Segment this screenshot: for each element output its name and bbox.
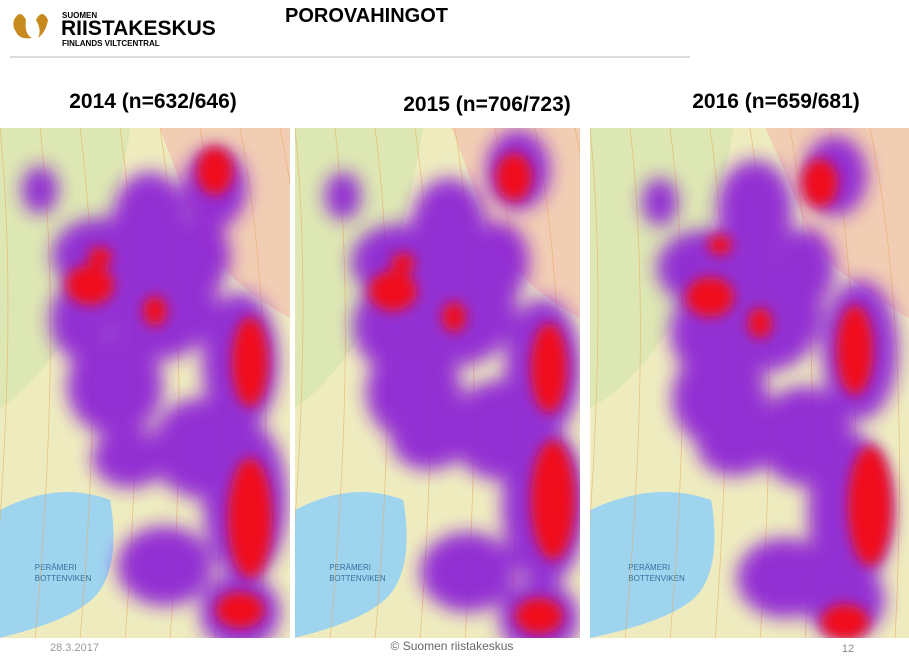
logo-sub: FINLANDS VILTCENTRAL [62,39,160,48]
heat-core [802,159,838,207]
heat-core [228,458,272,578]
road [295,128,304,526]
map: PERÄMERI BOTTENVIKEN [0,128,290,640]
footer-date: 28.3.2017 [50,642,99,654]
heat-blob [117,526,213,606]
sea-label: BOTTENVIKEN [329,574,386,583]
heat-blob [67,336,163,436]
heat-core [531,440,575,560]
slide-title: POROVAHINGOT [285,5,448,27]
heat-core [66,265,114,305]
road [590,128,599,526]
heat-core [748,308,772,338]
sea [295,492,407,638]
heat-red [66,147,272,628]
sea-label: PERÄMERI [329,563,371,572]
map-panel: PERÄMERI BOTTENVIKEN 2015 (n=706/723) [295,93,580,640]
sea-label: BOTTENVIKEN [35,574,92,583]
panel-title: 2014 (n=632/646) [69,90,237,113]
logo-mark [13,14,49,39]
heat-blob [170,216,230,296]
heat-blob [92,428,168,488]
heat-core [708,235,732,255]
footer-copyright: © Suomen riistakeskus [391,639,514,653]
road [0,128,9,526]
heat-core [369,271,417,311]
heat-core [442,302,466,332]
fell-area [765,128,909,318]
heat-core [197,147,233,195]
heat-red [686,159,892,640]
heat-core [216,592,264,628]
heat-blob [391,410,467,470]
heat-core [686,277,734,317]
panel-title: 2015 (n=706/723) [403,93,571,116]
heat-core [232,317,268,407]
heat-core [88,247,112,267]
map: PERÄMERI BOTTENVIKEN [295,128,580,640]
sea-label: PERÄMERI [35,563,77,572]
logo-main: RIISTAKESKUS [61,17,216,40]
heat-core [391,253,415,273]
heat-core [515,598,563,634]
heat-blob [469,222,529,302]
road [624,128,641,640]
heat-blob [642,178,678,226]
heat-core [143,296,167,326]
heat-blob [775,228,835,308]
map-panel: PERÄMERI BOTTENVIKEN 2014 (n=632/646) [0,90,290,640]
logo-top: SUOMEN [62,11,97,20]
map: PERÄMERI BOTTENVIKEN [590,128,909,640]
heat-blob [717,160,793,260]
heat-core [837,305,873,395]
heat-core [496,153,532,201]
heat-blob [420,532,516,612]
heat-blob [22,166,58,214]
heat-core [848,446,892,566]
sea [590,492,715,638]
sea-label: PERÄMERI [628,563,670,572]
footer-page: 12 [842,643,854,655]
logo: SUOMEN RIISTAKESKUS FINLANDS VILTCENTRAL [13,11,216,48]
footer-bg [0,638,909,657]
heat-core [821,604,869,640]
sea [0,492,114,638]
heat-red [369,153,575,634]
heat-core [531,323,567,413]
heat-blob [325,172,361,220]
panel-title: 2016 (n=659/681) [692,90,860,113]
map-panel: PERÄMERI BOTTENVIKEN 2016 (n=659/681) [590,90,909,640]
heat-blob [697,416,773,476]
sea-label: BOTTENVIKEN [628,574,685,583]
